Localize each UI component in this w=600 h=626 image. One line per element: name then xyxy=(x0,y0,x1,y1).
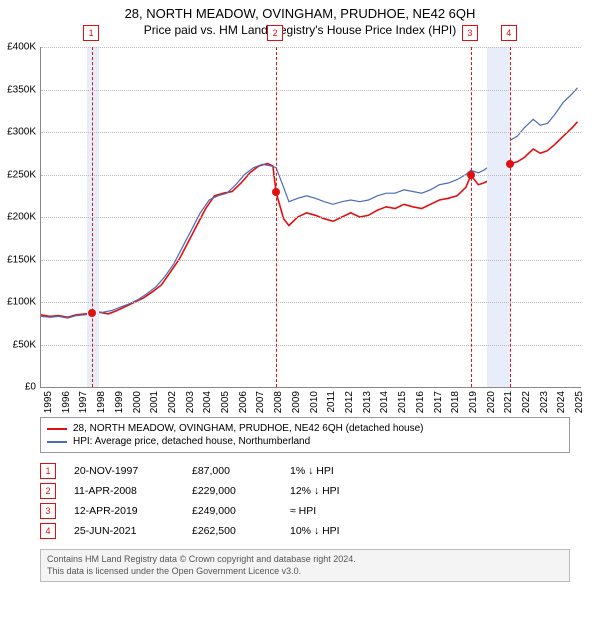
x-axis-label: 2023 xyxy=(539,391,550,413)
x-axis-label: 2025 xyxy=(574,391,585,413)
x-axis-label: 2000 xyxy=(132,391,143,413)
legend-label: HPI: Average price, detached house, Nort… xyxy=(73,436,310,447)
y-axis-label: £0 xyxy=(25,382,36,393)
x-axis-label: 2011 xyxy=(326,391,337,413)
y-axis-label: £250K xyxy=(7,169,36,180)
x-axis-label: 2018 xyxy=(450,391,461,413)
event-row: 4 25-JUN-2021 £262,500 10% ↓ HPI xyxy=(40,521,570,541)
y-axis-label: £200K xyxy=(7,212,36,223)
x-axis-label: 2019 xyxy=(468,391,479,413)
x-axis-label: 2003 xyxy=(185,391,196,413)
event-row: 3 12-APR-2019 £249,000 ≈ HPI xyxy=(40,501,570,521)
event-number-box: 4 xyxy=(40,523,56,539)
y-axis-label: £50K xyxy=(13,339,36,350)
y-gridline xyxy=(41,175,581,176)
legend-swatch xyxy=(47,441,67,443)
x-axis-label: 2006 xyxy=(238,391,249,413)
y-gridline xyxy=(41,345,581,346)
x-axis-label: 2016 xyxy=(415,391,426,413)
legend-box: 28, NORTH MEADOW, OVINGHAM, PRUDHOE, NE4… xyxy=(40,417,570,453)
x-axis-label: 2015 xyxy=(397,391,408,413)
chart-area: £0£50K£100K£150K£200K£250K£300K£350K£400… xyxy=(40,47,580,407)
event-number-box: 1 xyxy=(40,463,56,479)
event-delta: ≈ HPI xyxy=(290,505,400,517)
x-axis-label: 2002 xyxy=(167,391,178,413)
plot-region xyxy=(40,47,581,388)
x-axis-label: 2005 xyxy=(220,391,231,413)
event-price: £87,000 xyxy=(192,465,272,477)
event-line xyxy=(471,47,472,387)
legend-swatch xyxy=(47,428,67,430)
event-marker: 2 xyxy=(267,25,283,41)
x-axis-label: 1995 xyxy=(43,391,54,413)
sale-point xyxy=(88,309,96,317)
event-delta: 12% ↓ HPI xyxy=(290,485,400,497)
footer-box: Contains HM Land Registry data © Crown c… xyxy=(40,549,570,582)
sale-point xyxy=(506,160,514,168)
event-marker: 1 xyxy=(83,25,99,41)
y-gridline xyxy=(41,302,581,303)
event-marker: 3 xyxy=(462,25,478,41)
y-axis-label: £300K xyxy=(7,127,36,138)
event-marker: 4 xyxy=(501,25,517,41)
y-gridline xyxy=(41,260,581,261)
sale-point xyxy=(272,188,280,196)
events-table: 1 20-NOV-1997 £87,000 1% ↓ HPI 2 11-APR-2008 £… xyxy=(40,461,570,541)
y-axis-label: £350K xyxy=(7,84,36,95)
event-line xyxy=(276,47,277,387)
x-axis-label: 2009 xyxy=(291,391,302,413)
x-axis-label: 2014 xyxy=(379,391,390,413)
x-axis-label: 2004 xyxy=(202,391,213,413)
x-axis-label: 2013 xyxy=(362,391,373,413)
x-axis-label: 2022 xyxy=(521,391,532,413)
y-gridline xyxy=(41,47,581,48)
x-axis-label: 2012 xyxy=(344,391,355,413)
x-axis-label: 1999 xyxy=(114,391,125,413)
x-axis-label: 1996 xyxy=(61,391,72,413)
event-date: 20-NOV-1997 xyxy=(74,465,174,477)
event-price: £262,500 xyxy=(192,525,272,537)
page-root: 28, NORTH MEADOW, OVINGHAM, PRUDHOE, NE4… xyxy=(0,6,600,626)
event-price: £229,000 xyxy=(192,485,272,497)
x-axis-label: 2007 xyxy=(255,391,266,413)
y-axis-label: £100K xyxy=(7,297,36,308)
chart-title: 28, NORTH MEADOW, OVINGHAM, PRUDHOE, NE4… xyxy=(0,6,600,21)
footer-line: This data is licensed under the Open Gov… xyxy=(47,566,563,578)
event-line xyxy=(510,47,511,387)
event-number-box: 3 xyxy=(40,503,56,519)
x-axis-label: 2001 xyxy=(149,391,160,413)
event-date: 25-JUN-2021 xyxy=(74,525,174,537)
event-date: 12-APR-2019 xyxy=(74,505,174,517)
event-row: 1 20-NOV-1997 £87,000 1% ↓ HPI xyxy=(40,461,570,481)
event-date: 11-APR-2008 xyxy=(74,485,174,497)
event-number-box: 2 xyxy=(40,483,56,499)
event-delta: 1% ↓ HPI xyxy=(290,465,400,477)
y-gridline xyxy=(41,132,581,133)
event-row: 2 11-APR-2008 £229,000 12% ↓ HPI xyxy=(40,481,570,501)
x-axis-label: 2017 xyxy=(433,391,444,413)
y-axis-label: £400K xyxy=(7,42,36,53)
legend-item: HPI: Average price, detached house, Nort… xyxy=(47,435,563,448)
legend-item: 28, NORTH MEADOW, OVINGHAM, PRUDHOE, NE4… xyxy=(47,422,563,435)
sale-point xyxy=(467,171,475,179)
event-line xyxy=(92,47,93,387)
y-axis-label: £150K xyxy=(7,254,36,265)
x-axis-label: 1998 xyxy=(96,391,107,413)
x-axis-label: 2010 xyxy=(309,391,320,413)
x-axis-label: 2020 xyxy=(486,391,497,413)
x-axis-label: 2008 xyxy=(273,391,284,413)
y-gridline xyxy=(41,90,581,91)
event-delta: 10% ↓ HPI xyxy=(290,525,400,537)
y-gridline xyxy=(41,217,581,218)
legend-label: 28, NORTH MEADOW, OVINGHAM, PRUDHOE, NE4… xyxy=(73,423,423,434)
event-price: £249,000 xyxy=(192,505,272,517)
footer-line: Contains HM Land Registry data © Crown c… xyxy=(47,554,563,566)
x-axis-label: 1997 xyxy=(78,391,89,413)
x-axis-label: 2024 xyxy=(556,391,567,413)
x-axis-label: 2021 xyxy=(503,391,514,413)
